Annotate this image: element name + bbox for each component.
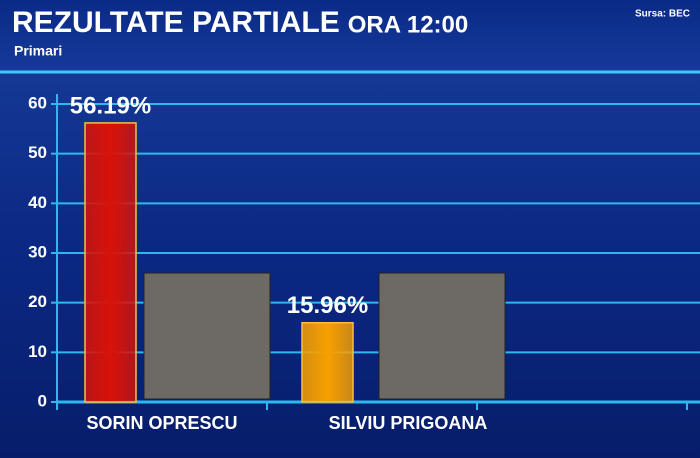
chart-time: ORA 12:00 [348, 11, 469, 38]
x-tick-label: SORIN OPRESCU [86, 413, 237, 433]
photo [143, 272, 271, 400]
x-tick-label: SILVIU PRIGOANA [329, 413, 488, 433]
y-tick-label: 20 [28, 292, 47, 311]
plot: 0 10 20 30 40 50 60 SORIN OPRESCU 56.19% SILVIU P… [28, 92, 700, 433]
source: Sursa: BEC [635, 9, 690, 20]
y-tick-label: 30 [28, 242, 47, 261]
header [0, 0, 700, 72]
value-label: 15.96% [287, 292, 368, 319]
y-tick-label: 50 [28, 143, 47, 162]
value-label: 56.19% [70, 92, 151, 119]
chart-title: REZULTATE PARTIALE [12, 6, 340, 39]
y-tick-label: 60 [28, 93, 47, 112]
y-tick-label: 40 [28, 193, 47, 212]
bar [84, 122, 137, 403]
bar [301, 321, 354, 403]
y-tick-label: 10 [28, 342, 47, 361]
y-tick-label: 0 [38, 391, 47, 410]
photo [378, 272, 506, 400]
chart-subtitle: Primari [14, 43, 62, 59]
